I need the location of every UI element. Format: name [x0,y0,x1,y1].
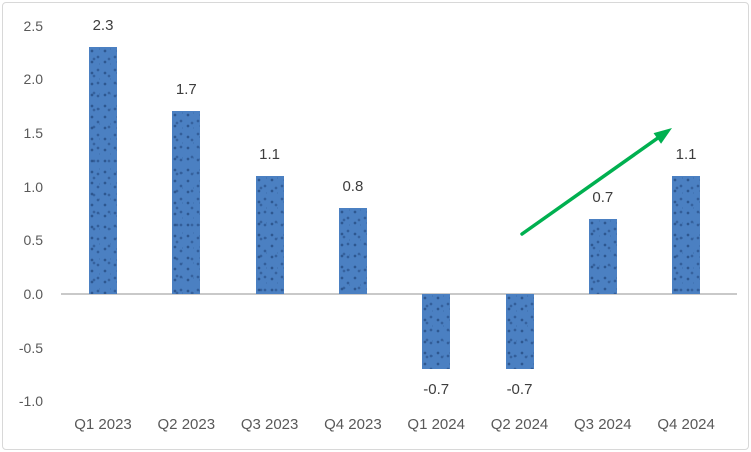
y-axis-tick-label: 1.5 [23,124,43,141]
bar [588,218,617,294]
bar-data-label: 2.3 [92,16,114,34]
y-axis-tick-label: 0.0 [23,286,43,302]
bar [505,294,534,370]
x-axis-category-label: Q1 2023 [74,416,132,433]
y-axis-tick-label: -0.5 [18,339,43,356]
bar-data-label: -0.7 [506,381,533,399]
bar-data-label: 1.1 [259,145,281,163]
x-axis-category-label: Q3 2024 [574,416,632,433]
x-axis-category-label: Q2 2024 [490,416,549,433]
x-axis-category-label: Q4 2024 [657,416,715,433]
bar [255,175,284,294]
x-axis-category-label: Q4 2023 [324,416,382,433]
y-axis-tick-label: 0.5 [23,232,43,249]
bar-data-label: 1.7 [175,81,197,99]
bar [338,208,367,294]
bar [672,175,701,294]
bar [422,294,451,370]
x-axis-category-label: Q2 2023 [157,416,216,433]
x-axis-category-label: Q1 2024 [407,416,465,433]
y-axis-tick-label: -1.0 [18,393,43,410]
bar-data-label: -0.7 [423,381,450,399]
bar-data-label: 0.8 [342,178,364,196]
bar [89,46,117,294]
y-axis-tick-label: 2.5 [23,17,43,34]
y-axis-tick-label: 1.0 [23,178,43,195]
x-axis-line [61,293,737,295]
bar-data-label: 0.7 [592,188,614,206]
x-axis-category-label: Q3 2023 [240,416,299,433]
bar [172,111,201,294]
y-axis-tick-label: 2.0 [23,71,43,88]
bar-data-label: 1.1 [675,145,697,163]
